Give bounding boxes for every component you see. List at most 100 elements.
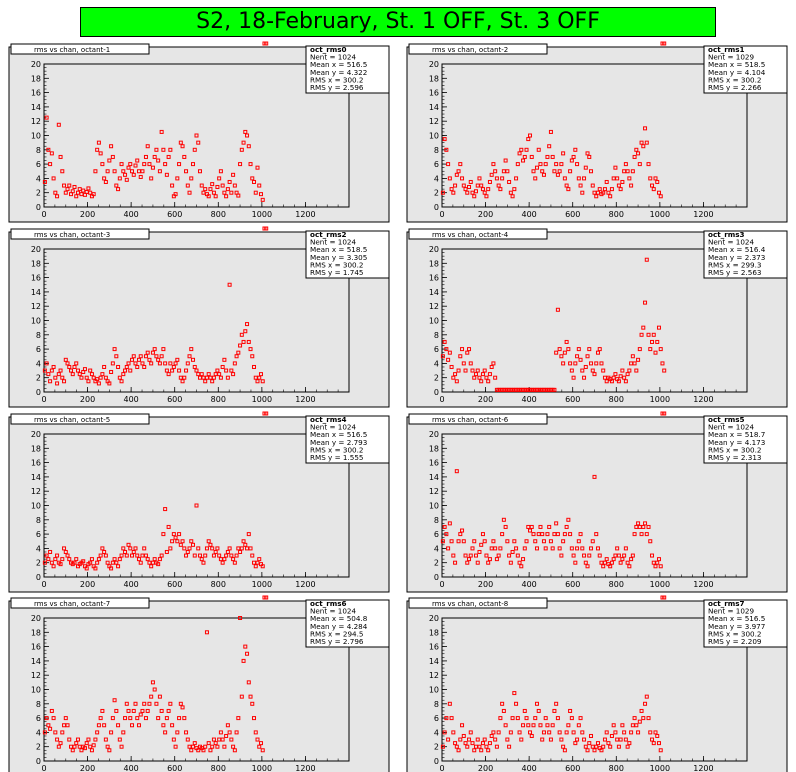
data-point <box>505 169 510 174</box>
data-point <box>180 705 185 710</box>
data-point <box>493 546 498 551</box>
data-point <box>206 194 211 199</box>
data-point <box>116 187 121 192</box>
data-point <box>222 557 227 562</box>
data-point <box>147 701 152 706</box>
data-point <box>189 748 194 753</box>
data-point <box>49 560 54 565</box>
data-point <box>463 368 468 373</box>
data-point <box>89 748 94 753</box>
data-point <box>578 183 583 188</box>
data-point <box>472 748 477 753</box>
data-point <box>487 372 492 377</box>
data-point <box>128 716 133 721</box>
data-point <box>597 347 602 352</box>
data-point <box>510 194 515 199</box>
y-tick-label: 12 <box>429 487 439 496</box>
data-point <box>562 176 567 181</box>
data-point <box>192 147 197 152</box>
x-tick-label: 600 <box>167 580 182 589</box>
title-box <box>408 43 548 55</box>
data-point <box>44 553 49 558</box>
data-point <box>458 737 463 742</box>
data-point <box>152 557 157 562</box>
data-point <box>210 379 215 384</box>
data-point <box>656 325 661 330</box>
data-point <box>126 542 131 547</box>
data-point <box>157 694 162 699</box>
x-tick-label: 1200 <box>295 580 315 589</box>
data-point <box>554 350 559 355</box>
data-point <box>653 176 658 181</box>
data-point <box>442 339 447 344</box>
data-point <box>547 730 552 735</box>
data-point <box>501 708 506 713</box>
data-point <box>465 190 470 195</box>
data-point <box>109 369 114 374</box>
data-point <box>559 162 564 167</box>
data-point <box>639 532 644 537</box>
y-tick-label: 4 <box>36 359 41 368</box>
panel-title: rms vs chan, octant-7 <box>34 600 110 608</box>
data-point <box>644 694 649 699</box>
data-point <box>616 183 621 188</box>
data-point <box>641 716 646 721</box>
data-point <box>583 165 588 170</box>
data-point <box>611 723 616 728</box>
y-tick-label: 10 <box>31 502 41 511</box>
data-point <box>498 546 503 551</box>
data-point <box>117 737 122 742</box>
stats-line: Nent = 1024 <box>310 238 356 247</box>
data-point <box>185 549 190 554</box>
data-point <box>639 140 644 145</box>
data-point <box>149 564 154 569</box>
x-tick-label: 200 <box>80 580 95 589</box>
stats-line: Nent = 1029 <box>708 607 754 616</box>
stats-line: RMS y = 2.313 <box>708 453 761 462</box>
data-point <box>227 282 232 287</box>
data-point <box>96 723 101 728</box>
stats-line: Nent = 1029 <box>708 53 754 62</box>
data-point <box>156 562 161 567</box>
stats-name: oct_rms2 <box>310 230 347 239</box>
y-tick-label: 0 <box>36 573 41 582</box>
data-point <box>446 357 451 362</box>
data-point <box>562 748 567 753</box>
data-point <box>211 737 216 742</box>
data-point <box>177 716 182 721</box>
data-point <box>643 126 648 131</box>
data-point <box>100 162 105 167</box>
data-point <box>109 144 114 149</box>
data-point <box>486 187 491 192</box>
data-point <box>138 560 143 565</box>
data-point <box>517 560 522 565</box>
y-tick-label: 18 <box>31 444 41 453</box>
data-point <box>554 521 559 526</box>
panel-title: rms vs chan, octant-5 <box>34 416 110 424</box>
data-point <box>152 687 157 692</box>
data-point <box>648 730 653 735</box>
data-point <box>53 375 58 380</box>
data-point <box>117 375 122 380</box>
data-point <box>538 723 543 728</box>
data-point <box>482 737 487 742</box>
data-point <box>582 737 587 742</box>
data-point <box>138 354 143 359</box>
x-tick-label: 800 <box>609 210 624 219</box>
data-point <box>547 144 552 149</box>
data-point <box>173 535 178 540</box>
data-point <box>541 539 546 544</box>
data-point <box>576 539 581 544</box>
data-point <box>121 546 126 551</box>
data-point <box>519 147 524 152</box>
data-point <box>72 184 77 189</box>
stats-frame <box>305 599 390 648</box>
data-point <box>60 169 65 174</box>
data-point <box>189 176 194 181</box>
title-box <box>10 43 150 55</box>
y-tick-label: 8 <box>36 516 41 525</box>
data-point <box>460 723 465 728</box>
data-point <box>489 364 494 369</box>
data-point <box>166 708 171 713</box>
